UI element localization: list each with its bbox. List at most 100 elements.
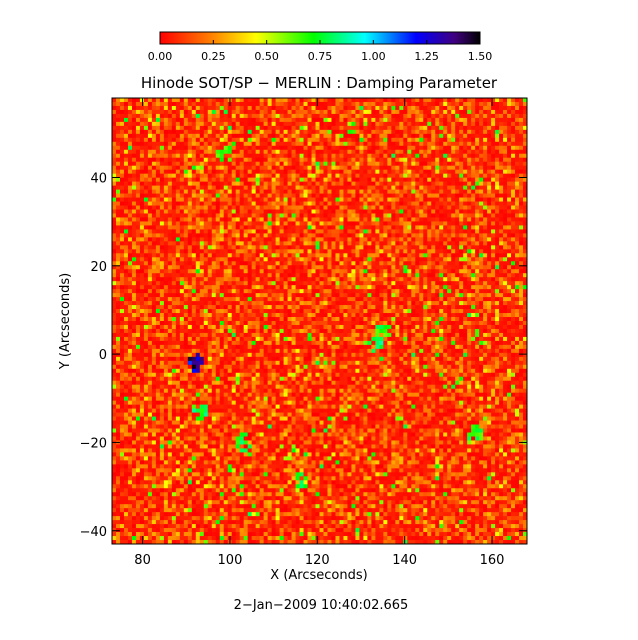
- heatmap-cell: [431, 137, 436, 143]
- heatmap-cell: [199, 185, 205, 190]
- heatmap-cell: [399, 161, 404, 167]
- heatmap-cell: [395, 269, 400, 274]
- heatmap-cell: [147, 185, 153, 190]
- heatmap-cell: [235, 141, 241, 147]
- heatmap-cell: [223, 285, 229, 290]
- heatmap-cell: [379, 129, 384, 135]
- heatmap-cell: [399, 129, 404, 135]
- heatmap-cell: [451, 221, 456, 226]
- heatmap-cell: [459, 117, 464, 123]
- heatmap-cell: [355, 269, 360, 274]
- heatmap-cell: [191, 105, 197, 111]
- heatmap-cell: [371, 245, 376, 250]
- heatmap-cell: [255, 253, 260, 258]
- heatmap-cell: [319, 277, 324, 282]
- heatmap-cell: [355, 125, 360, 131]
- heatmap-cell: [299, 237, 304, 242]
- heatmap-cell: [227, 105, 233, 111]
- heatmap-cell: [255, 193, 260, 198]
- heatmap-cell: [323, 197, 328, 202]
- heatmap-cell: [339, 133, 344, 139]
- heatmap-cell: [135, 145, 141, 151]
- heatmap-cell: [343, 285, 348, 290]
- heatmap-cell: [327, 245, 332, 250]
- heatmap-cell: [207, 265, 213, 270]
- heatmap-cell: [307, 265, 312, 270]
- heatmap-cell: [195, 141, 201, 147]
- heatmap-cell: [307, 121, 312, 127]
- heatmap-cell: [283, 169, 288, 175]
- heatmap-cell: [119, 101, 125, 107]
- heatmap-cell: [495, 137, 500, 143]
- heatmap-cell: [139, 145, 145, 151]
- heatmap-cell: [283, 269, 288, 274]
- heatmap-cell: [239, 281, 245, 286]
- heatmap-cell: [407, 117, 412, 123]
- heatmap-cell: [223, 209, 229, 214]
- heatmap-cell: [171, 225, 177, 230]
- heatmap-cell: [215, 189, 221, 194]
- heatmap-cell: [451, 169, 456, 175]
- heatmap-cell: [403, 197, 408, 202]
- heatmap-cell: [431, 165, 436, 171]
- heatmap-cell: [395, 197, 400, 202]
- heatmap-cell: [251, 237, 256, 242]
- heatmap-cell: [123, 269, 129, 274]
- heatmap-cell: [347, 109, 352, 115]
- heatmap-cell: [455, 201, 460, 206]
- heatmap-cell: [119, 161, 125, 167]
- heatmap-cell: [335, 153, 340, 159]
- heatmap-cell: [207, 213, 213, 218]
- heatmap-cell: [407, 113, 412, 119]
- heatmap-cell: [391, 233, 396, 238]
- heatmap-cell: [419, 245, 424, 250]
- heatmap-cell: [175, 105, 181, 111]
- heatmap-cell: [251, 185, 256, 190]
- heatmap-cell: [207, 153, 213, 159]
- heatmap-cell: [147, 149, 153, 155]
- heatmap-cell: [131, 233, 137, 238]
- heatmap-cell: [139, 161, 145, 167]
- heatmap-cell: [359, 201, 364, 206]
- heatmap-cell: [435, 253, 440, 258]
- heatmap-cell: [159, 98, 165, 103]
- heatmap-cell: [279, 117, 284, 123]
- heatmap-cell: [343, 189, 348, 194]
- heatmap-cell: [371, 225, 376, 230]
- heatmap-cell: [515, 237, 520, 242]
- heatmap-cell: [515, 249, 520, 254]
- heatmap-cell: [467, 117, 472, 123]
- heatmap-cell: [227, 209, 233, 214]
- heatmap-cell: [127, 165, 133, 171]
- heatmap-cell: [503, 241, 508, 246]
- heatmap-cell: [359, 105, 364, 111]
- heatmap-cell: [115, 285, 121, 290]
- heatmap-cell: [499, 109, 504, 115]
- heatmap-cell: [315, 129, 320, 135]
- heatmap-cell: [419, 105, 424, 111]
- heatmap-cell: [127, 229, 133, 234]
- heatmap-cell: [347, 153, 352, 159]
- heatmap-cell: [299, 101, 304, 107]
- heatmap-cell: [507, 193, 512, 198]
- heatmap-cell: [231, 241, 237, 246]
- heatmap-cell: [319, 205, 324, 210]
- heatmap-cell: [467, 277, 472, 282]
- heatmap-cell: [423, 125, 428, 131]
- heatmap-cell: [195, 229, 201, 234]
- heatmap-cell: [323, 181, 328, 186]
- heatmap-cell: [371, 241, 376, 246]
- heatmap-cell: [215, 265, 221, 270]
- heatmap-cell: [347, 113, 352, 119]
- heatmap-cell: [439, 245, 444, 250]
- heatmap-cell: [239, 141, 245, 147]
- heatmap-cell: [227, 273, 233, 278]
- heatmap-cell: [471, 177, 476, 182]
- heatmap-cell: [311, 205, 316, 210]
- heatmap-cell: [155, 229, 161, 234]
- heatmap-cell: [211, 273, 217, 278]
- heatmap-cell: [407, 125, 412, 131]
- heatmap-cell: [287, 137, 292, 143]
- heatmap-cell: [471, 141, 476, 147]
- heatmap-cell: [515, 221, 520, 226]
